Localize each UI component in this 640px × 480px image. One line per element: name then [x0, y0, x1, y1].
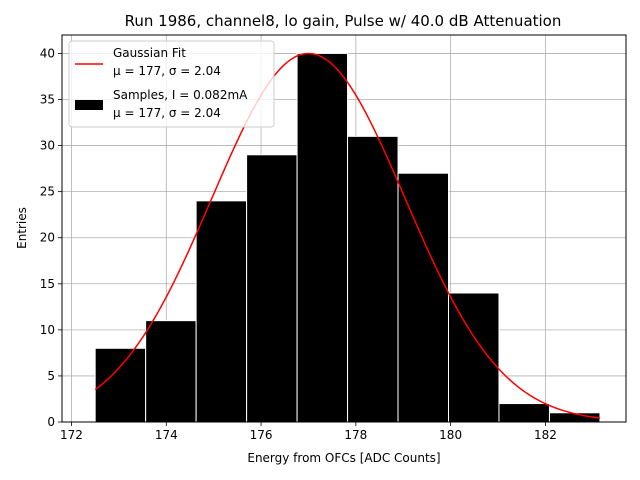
x-tick-label-174: 174 — [155, 428, 178, 442]
x-tick-label-178: 178 — [344, 428, 367, 442]
histogram-bar-3 — [246, 154, 298, 423]
y-tick-label-30: 30 — [40, 139, 55, 153]
histogram-bar-5 — [347, 135, 399, 423]
legend-fit-sublabel: μ = 177, σ = 2.04 — [113, 64, 221, 78]
fit-line — [94, 52, 601, 419]
legend-fit-label: Gaussian Fit — [113, 46, 186, 60]
x-axis-label: Energy from OFCs [ADC Counts] — [247, 451, 440, 465]
histogram-bar-4 — [296, 52, 349, 423]
x-axis-ticks: 172 174 176 178 180 182 — [60, 422, 557, 442]
x-tick-label-180: 180 — [439, 428, 462, 442]
gaussian-fit-curve — [94, 52, 601, 419]
x-tick-label-176: 176 — [250, 428, 273, 442]
histogram-bar-8 — [498, 403, 550, 423]
legend-box — [68, 40, 275, 128]
y-tick-label-35: 35 — [40, 93, 55, 107]
histogram-bar-1 — [145, 320, 197, 423]
y-tick-label-40: 40 — [40, 46, 55, 60]
x-tick-label-182: 182 — [534, 428, 557, 442]
histogram-bar-6 — [397, 172, 450, 423]
y-tick-label-25: 25 — [40, 185, 55, 199]
y-axis-label: Entries — [15, 207, 29, 249]
histogram-bar-7 — [448, 292, 500, 423]
y-tick-label-5: 5 — [47, 369, 55, 383]
histogram-bar-2 — [195, 200, 248, 423]
histogram-bars — [94, 52, 601, 423]
plot-frame — [61, 34, 627, 423]
legend: Gaussian Fit μ = 177, σ = 2.04 Samples, … — [68, 40, 275, 128]
legend-samples-patch-swatch — [75, 100, 103, 110]
y-tick-label-0: 0 — [47, 415, 55, 429]
legend-samples-label: Samples, I = 0.082mA — [113, 88, 248, 102]
y-tick-label-10: 10 — [40, 323, 55, 337]
y-axis-ticks: 0 5 10 15 20 25 30 35 40 — [40, 46, 62, 429]
x-tick-label-172: 172 — [60, 428, 83, 442]
y-tick-label-20: 20 — [40, 231, 55, 245]
chart-title: Run 1986, channel8, lo gain, Pulse w/ 40… — [125, 12, 562, 30]
histogram-bar-0 — [94, 347, 147, 423]
y-tick-label-15: 15 — [40, 277, 55, 291]
legend-samples-sublabel: μ = 177, σ = 2.04 — [113, 106, 221, 120]
